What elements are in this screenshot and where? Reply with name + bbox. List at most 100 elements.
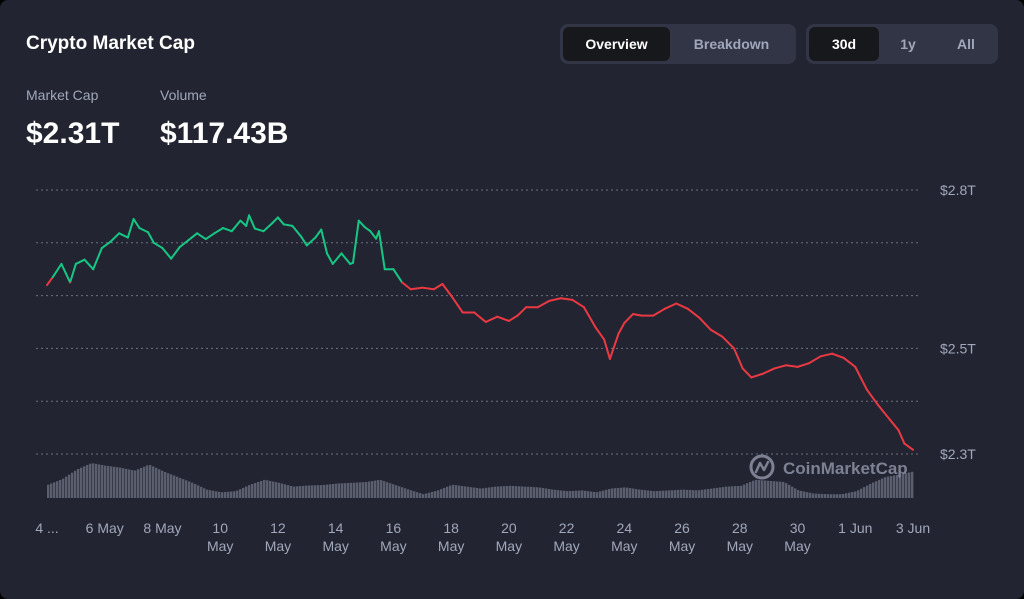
volume-bar [332, 483, 335, 498]
line-segment [842, 356, 857, 368]
volume-bar [911, 471, 914, 498]
line-segment [409, 286, 424, 291]
gridlines [36, 189, 918, 455]
volume-bar [422, 494, 425, 498]
data-point [92, 268, 95, 271]
volume-bar [815, 493, 818, 498]
volume-bar [800, 490, 803, 498]
x-tick-label-month: May [727, 538, 753, 554]
volume-bars [47, 463, 914, 498]
volume-bar [521, 486, 524, 498]
line-segment [248, 214, 256, 230]
volume-bar [830, 494, 833, 498]
volume-bar [674, 490, 677, 498]
x-tick-label: 8 May [143, 520, 181, 536]
tab-overview[interactable]: Overview [563, 27, 670, 61]
line-segment [594, 326, 606, 341]
line-segment [213, 227, 225, 235]
range-toggle: 30d 1y All [806, 24, 998, 64]
volume-bar [134, 470, 137, 498]
line-segment [516, 306, 528, 317]
volume-bar [707, 489, 710, 498]
data-point [213, 232, 216, 235]
line-segment [170, 246, 181, 260]
volume-bar [101, 465, 104, 498]
volume-bar [53, 482, 56, 498]
data-point [473, 311, 476, 314]
line-segment [854, 365, 868, 391]
data-point [352, 261, 354, 264]
volume-bar [473, 487, 476, 498]
volume-bar [380, 480, 383, 498]
line-segment [109, 232, 121, 243]
volume-bar [182, 479, 185, 498]
volume-bar [344, 483, 347, 498]
volume-bar [518, 486, 521, 498]
x-tick-label: 14 [328, 520, 344, 536]
line-segment [51, 262, 63, 279]
volume-bar [698, 490, 701, 498]
range-1y[interactable]: 1y [900, 36, 916, 52]
volume-bar [383, 481, 386, 498]
volume-bar [722, 487, 725, 498]
line-segment [152, 241, 164, 250]
volume-bar [167, 473, 170, 498]
volume-bar [590, 491, 593, 498]
line-segment [239, 219, 248, 227]
data-point [378, 230, 380, 233]
line-segment [132, 218, 141, 230]
volume-bar [317, 485, 320, 498]
market-cap-label: Market Cap [26, 87, 99, 103]
tab-breakdown[interactable]: Breakdown [693, 36, 770, 52]
line-segment [473, 311, 487, 323]
volume-bar [656, 491, 659, 498]
volume-bar [161, 470, 164, 498]
volume-bar [638, 489, 641, 498]
volume-bar [470, 487, 473, 498]
volume-bar [248, 485, 251, 498]
volume-bar [320, 485, 323, 498]
volume-bar [596, 492, 599, 498]
volume-bar [308, 485, 311, 498]
volume-bar [488, 487, 491, 498]
data-point [100, 247, 103, 249]
volume-bar [734, 486, 737, 498]
x-tick-label: 26 [674, 520, 690, 536]
volume-bar [770, 481, 773, 498]
range-30d[interactable]: 30d [809, 27, 879, 61]
volume-bar [737, 485, 740, 498]
volume-bar [200, 486, 203, 498]
volume-bar [686, 489, 689, 498]
y-tick-label: $2.3T [940, 446, 976, 462]
volume-bar [743, 484, 746, 498]
volume-bar [494, 486, 497, 498]
x-tick-label: 6 May [86, 520, 124, 536]
x-tick-label: 1 Jun [838, 520, 872, 536]
volume-bar [125, 468, 128, 498]
volume-bar [446, 486, 449, 498]
volume-bar [602, 490, 605, 498]
market-cap-value: $2.31T [26, 117, 120, 150]
volume-bar [254, 483, 257, 498]
volume-bar [293, 486, 296, 498]
volume-bar [878, 479, 881, 498]
data-point [320, 228, 323, 231]
range-all[interactable]: All [957, 36, 975, 52]
volume-bar [89, 463, 92, 498]
volume-bar [536, 487, 539, 498]
data-point [83, 258, 86, 261]
volume-bar [557, 490, 560, 498]
volume-bar [368, 481, 371, 498]
line-segment [741, 367, 753, 379]
data-point [60, 263, 63, 265]
data-point [262, 230, 265, 233]
volume-bar [551, 489, 554, 498]
x-tick-label-month: May [553, 538, 579, 554]
x-tick-label-month: May [784, 538, 810, 554]
line-segment [536, 299, 551, 309]
volume-bar [875, 481, 878, 498]
data-point [245, 225, 248, 227]
line-segment [441, 282, 453, 297]
